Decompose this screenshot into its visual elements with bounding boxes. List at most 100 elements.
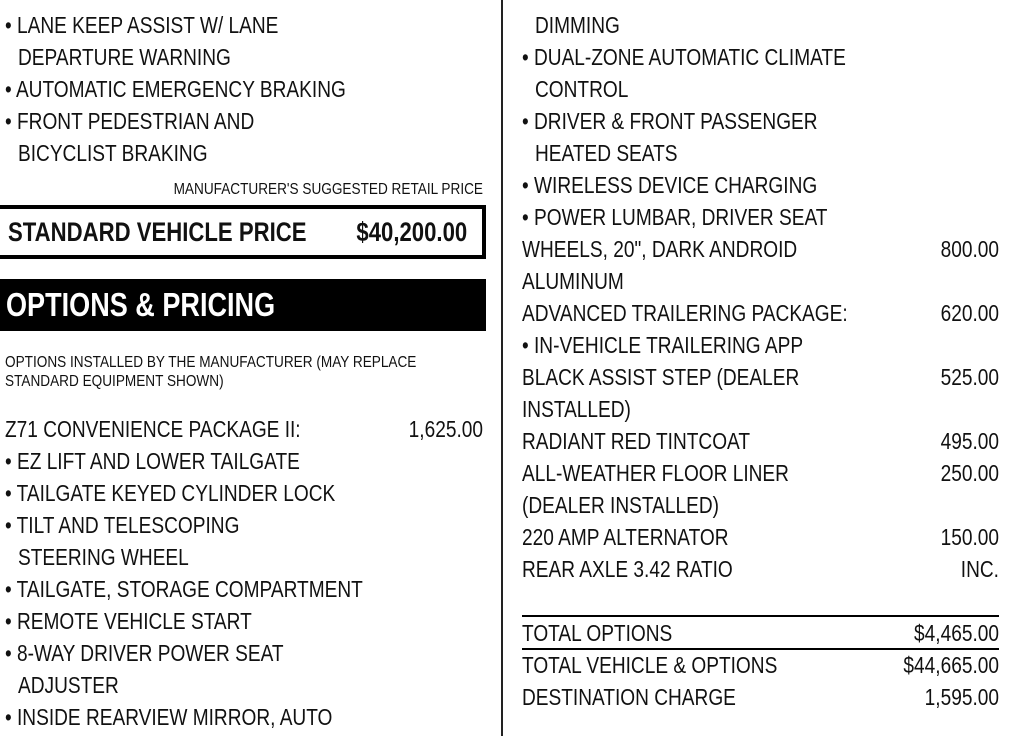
priced-line-item: 220 AMP ALTERNATOR 150.00 (522, 523, 999, 551)
item-text: LANE KEEP ASSIST W/ LANE (16, 12, 279, 38)
column-divider (501, 0, 503, 736)
item-text: RADIANT RED TINTCOAT (522, 428, 751, 454)
item-text: TILT AND TELESCOPING (16, 512, 240, 538)
item-text: DUAL-ZONE AUTOMATIC CLIMATE (533, 44, 846, 70)
priced-line-item: TOTAL OPTIONS $4,465.00 (522, 619, 999, 647)
item-text: TOTAL VEHICLE & OPTIONS (522, 652, 778, 678)
priced-line-item: Z71 CONVENIENCE PACKAGE II: 1,625.00 (5, 415, 483, 443)
bullet-icon: • (522, 44, 534, 70)
priced-line-item: WHEELS, 20", DARK ANDROID 800.00 (522, 235, 999, 263)
item-text: DRIVER & FRONT PASSENGER (533, 108, 818, 134)
item-price: 800.00 (940, 236, 999, 262)
totals-rule (522, 615, 999, 617)
item-price: 525.00 (940, 364, 999, 390)
list-item: DEPARTURE WARNING (18, 43, 483, 71)
bullet-icon: • (522, 108, 534, 134)
item-text: IN-VEHICLE TRAILERING APP (533, 332, 804, 358)
bullet-item: • TILT AND TELESCOPING (5, 511, 483, 539)
bullet-icon: • (5, 704, 17, 730)
item-price: $44,665.00 (903, 652, 999, 678)
bullet-icon: • (5, 448, 17, 474)
bullet-icon: • (5, 108, 17, 134)
bullet-item: • 8-WAY DRIVER POWER SEAT (5, 639, 483, 667)
bullet-icon: • (5, 640, 17, 666)
item-text: REAR AXLE 3.42 RATIO (522, 556, 733, 582)
item-text: FRONT PEDESTRIAN AND (16, 108, 255, 134)
bullet-icon: • (5, 576, 17, 602)
options-note: STANDARD EQUIPMENT SHOWN) (5, 373, 224, 390)
bullet-icon: • (522, 332, 534, 358)
bullet-icon: • (5, 12, 17, 38)
item-text: ADVANCED TRAILERING PACKAGE: (522, 300, 848, 326)
item-text: HEATED SEATS (535, 140, 678, 166)
bullet-item: • TAILGATE KEYED CYLINDER LOCK (5, 479, 483, 507)
priced-line-item: ADVANCED TRAILERING PACKAGE: 620.00 (522, 299, 999, 327)
bullet-item: • DRIVER & FRONT PASSENGER (522, 107, 999, 135)
bullet-item: • FRONT PEDESTRIAN AND (5, 107, 483, 135)
bullet-item: • IN-VEHICLE TRAILERING APP (522, 331, 999, 359)
item-price: 250.00 (940, 460, 999, 486)
bullet-icon: • (522, 172, 534, 198)
item-text: ADJUSTER (18, 672, 119, 698)
item-text: BICYCLIST BRAKING (18, 140, 208, 166)
item-price: 495.00 (940, 428, 999, 454)
priced-line-item: DESTINATION CHARGE 1,595.00 (522, 683, 999, 711)
item-text: INSIDE REARVIEW MIRROR, AUTO (16, 704, 333, 730)
bullet-item: • INSIDE REARVIEW MIRROR, AUTO (5, 703, 483, 731)
bullet-item: • AUTOMATIC EMERGENCY BRAKING (5, 75, 483, 103)
item-text: REMOTE VEHICLE START (16, 608, 252, 634)
standard-vehicle-price-box: STANDARD VEHICLE PRICE $40,200.00 (0, 205, 486, 259)
item-text: DIMMING (535, 12, 620, 38)
item-text: TAILGATE KEYED CYLINDER LOCK (16, 480, 336, 506)
item-price: 1,595.00 (924, 684, 999, 710)
list-item: STEERING WHEEL (18, 543, 483, 571)
bullet-icon: • (522, 204, 534, 230)
item-price: 1,625.00 (408, 416, 483, 442)
priced-line-item: REAR AXLE 3.42 RATIO INC. (522, 555, 999, 583)
item-text: EZ LIFT AND LOWER TAILGATE (16, 448, 300, 474)
item-text: TOTAL OPTIONS (522, 620, 673, 646)
bullet-item: • DUAL-ZONE AUTOMATIC CLIMATE (522, 43, 999, 71)
item-text: ALUMINUM (522, 268, 624, 294)
item-price: INC. (960, 556, 999, 582)
item-price: 150.00 (940, 524, 999, 550)
item-price: 620.00 (940, 300, 999, 326)
list-item: HEATED SEATS (535, 139, 999, 167)
item-text: 8-WAY DRIVER POWER SEAT (16, 640, 284, 666)
priced-line-item: BLACK ASSIST STEP (DEALER 525.00 (522, 363, 999, 391)
item-text: TAILGATE, STORAGE COMPARTMENT (16, 576, 363, 602)
bullet-item: • EZ LIFT AND LOWER TAILGATE (5, 447, 483, 475)
bullet-icon: • (5, 608, 17, 634)
list-item: ADJUSTER (18, 671, 483, 699)
list-item: CONTROL (535, 75, 999, 103)
item-text: STEERING WHEEL (18, 544, 189, 570)
list-item: BICYCLIST BRAKING (18, 139, 483, 167)
bullet-icon: • (5, 480, 17, 506)
item-text: BLACK ASSIST STEP (DEALER (522, 364, 800, 390)
priced-line-item: TOTAL VEHICLE & OPTIONS $44,665.00 (522, 651, 999, 679)
item-text: (DEALER INSTALLED) (522, 492, 719, 518)
bullet-item: • WIRELESS DEVICE CHARGING (522, 171, 999, 199)
msrp-label: MANUFACTURER'S SUGGESTED RETAIL PRICE (173, 181, 483, 198)
options-heading-bar: OPTIONS & PRICING (0, 279, 486, 331)
list-item: DIMMING (535, 11, 999, 39)
item-text: ALL-WEATHER FLOOR LINER (522, 460, 789, 486)
totals-rule (522, 648, 999, 650)
item-text: Z71 CONVENIENCE PACKAGE II: (5, 416, 301, 442)
priced-line-item: ALL-WEATHER FLOOR LINER 250.00 (522, 459, 999, 487)
item-text: POWER LUMBAR, DRIVER SEAT (533, 204, 828, 230)
priced-line-item: RADIANT RED TINTCOAT 495.00 (522, 427, 999, 455)
standard-price-value: $40,200.00 (356, 217, 468, 247)
item-price: $4,465.00 (914, 620, 999, 646)
item-text: WHEELS, 20", DARK ANDROID (522, 236, 798, 262)
options-heading: OPTIONS & PRICING (6, 286, 276, 323)
bullet-item: • TAILGATE, STORAGE COMPARTMENT (5, 575, 483, 603)
bullet-item: • REMOTE VEHICLE START (5, 607, 483, 635)
list-item: (DEALER INSTALLED) (522, 491, 999, 519)
bullet-item: • POWER LUMBAR, DRIVER SEAT (522, 203, 999, 231)
list-item: INSTALLED) (522, 395, 999, 423)
item-text: DEPARTURE WARNING (18, 44, 231, 70)
item-text: WIRELESS DEVICE CHARGING (533, 172, 818, 198)
bullet-icon: • (5, 512, 17, 538)
item-text: AUTOMATIC EMERGENCY BRAKING (15, 76, 346, 102)
